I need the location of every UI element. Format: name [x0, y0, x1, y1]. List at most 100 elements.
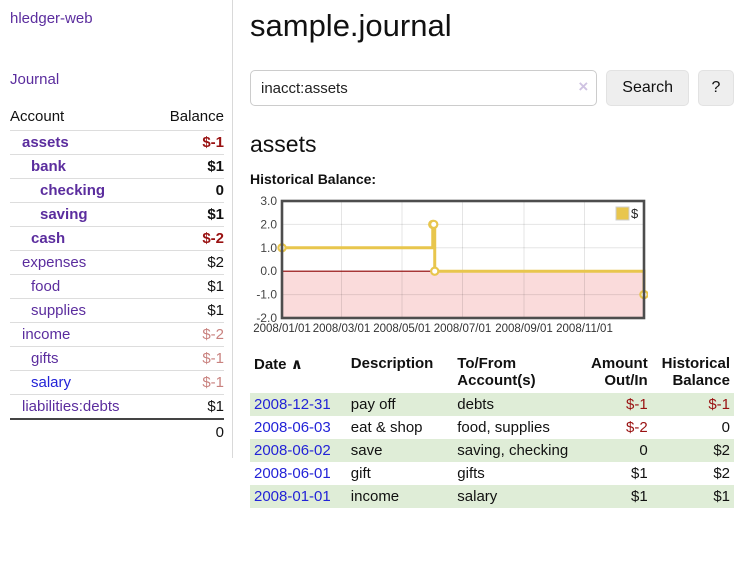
register-header-description: Description — [350, 355, 434, 372]
register-cell-date: 2008-01-01 — [250, 485, 347, 508]
search-form: × Search ? — [250, 70, 734, 106]
register-cell-date: 2008-06-03 — [250, 416, 347, 439]
register-row: 2008-06-02 save saving, checking 0 $2 — [250, 439, 734, 462]
register-table: Date ∧ Description To/From Account(s) Am… — [250, 353, 734, 508]
account-row: saving $1 — [10, 202, 224, 227]
accounts-total-value: 0 — [153, 418, 224, 444]
svg-text:2008/07/01: 2008/07/01 — [434, 323, 492, 335]
help-button[interactable]: ? — [698, 70, 734, 106]
register-cell-balance: 0 — [721, 419, 730, 436]
svg-text:$: $ — [631, 206, 639, 221]
sidebar: hledger-web Journal Account Balance asse… — [0, 0, 233, 458]
sidebar-item-journal[interactable]: Journal — [10, 71, 60, 88]
register-header-date[interactable]: Date ∧ — [250, 353, 347, 393]
svg-text:2008/01/01: 2008/01/01 — [253, 323, 311, 335]
register-cell-amount: $1 — [631, 488, 648, 505]
transaction-date-link[interactable]: 2008-06-03 — [254, 419, 331, 436]
account-link[interactable]: liabilities:debts — [22, 398, 120, 415]
account-link[interactable]: food — [31, 278, 61, 295]
account-balance: $1 — [153, 202, 224, 227]
account-row: checking 0 — [10, 178, 224, 203]
register-cell-description: gift — [350, 465, 371, 482]
account-row: gifts $-1 — [10, 346, 224, 371]
sort-ascending-icon: ∧ — [290, 356, 303, 373]
svg-text:2008/05/01: 2008/05/01 — [373, 323, 431, 335]
register-cell-balance: $2 — [713, 442, 730, 459]
register-header-accounts: To/From Account(s) — [457, 355, 536, 389]
page-title: sample.journal — [250, 8, 452, 43]
account-link[interactable]: bank — [31, 158, 67, 175]
account-balance: $-1 — [153, 346, 224, 371]
register-cell-amount: $1 — [631, 465, 648, 482]
register-cell-date: 2008-06-01 — [250, 462, 347, 485]
account-balance: $-2 — [153, 322, 224, 347]
svg-text:2.0: 2.0 — [260, 217, 277, 231]
accounts-total-row: 0 — [10, 418, 224, 444]
svg-text:1.0: 1.0 — [260, 241, 277, 255]
register-row: 2008-06-01 gift gifts $1 $2 — [250, 462, 734, 485]
date-header-label: Date — [254, 356, 287, 373]
register-row: 2008-06-03 eat & shop food, supplies $-2 0 — [250, 416, 734, 439]
account-link[interactable]: cash — [31, 230, 66, 247]
register-cell-balance: $2 — [713, 465, 730, 482]
app-brand-link[interactable]: hledger-web — [10, 10, 93, 27]
account-link[interactable]: checking — [40, 182, 106, 199]
accounts-header-account: Account — [10, 108, 65, 125]
transaction-date-link[interactable]: 2008-01-01 — [254, 488, 331, 505]
account-row: supplies $1 — [10, 298, 224, 323]
register-cell-amount: $-1 — [626, 396, 648, 413]
register-cell-balance: $-1 — [708, 396, 730, 413]
account-link[interactable]: salary — [31, 374, 72, 391]
search-box: × — [250, 70, 598, 106]
account-link[interactable]: expenses — [22, 254, 87, 271]
account-row: expenses $2 — [10, 250, 224, 275]
account-balance: $1 — [153, 298, 224, 323]
register-body: 2008-12-31 pay off debts $-1 $-1 2008-06-03 ea… — [250, 393, 734, 508]
account-row: liabilities:debts $1 — [10, 394, 224, 419]
accounts-body: assets $-1 bank $1 checking 0 saving $1 cash $-2 e… — [10, 130, 224, 419]
register-cell-description: save — [350, 442, 383, 459]
account-balance: $1 — [153, 274, 224, 299]
svg-text:-2.0: -2.0 — [256, 311, 277, 325]
historical-balance-chart: $3.0 2.0 1.0 0.0 -1.0 -2.0 2008/01/01 2008/03/0… — [250, 194, 734, 340]
transaction-date-link[interactable]: 2008-06-02 — [254, 442, 331, 459]
account-balance: $-2 — [153, 226, 224, 251]
register-header-balance: Historical Balance — [661, 355, 730, 389]
register-cell-accounts: salary — [457, 488, 498, 505]
account-row: assets $-1 — [10, 130, 224, 155]
account-link[interactable]: gifts — [31, 350, 59, 367]
app: hledger-web Journal Account Balance asse… — [0, 0, 742, 508]
main-content: sample.journal × Search ? assets Histori… — [233, 0, 742, 508]
account-balance: $1 — [153, 154, 224, 179]
register-cell-amount: $-2 — [626, 419, 648, 436]
accounts-header-balance: Balance — [169, 108, 224, 125]
accounts-table: Account Balance assets $-1 bank $1 checking 0… — [10, 105, 224, 444]
register-cell-date: 2008-12-31 — [250, 393, 347, 416]
clear-search-icon[interactable]: × — [578, 77, 589, 96]
accounts-header-row: Account Balance — [10, 105, 224, 131]
register-cell-description: income — [350, 488, 400, 505]
account-row: bank $1 — [10, 154, 224, 179]
svg-text:-1.0: -1.0 — [256, 288, 277, 302]
account-row: food $1 — [10, 274, 224, 299]
register-cell-amount: 0 — [639, 442, 648, 459]
search-input[interactable] — [250, 70, 598, 106]
register-cell-accounts: gifts — [457, 465, 485, 482]
account-row: cash $-2 — [10, 226, 224, 251]
transaction-date-link[interactable]: 2008-12-31 — [254, 396, 331, 413]
register-cell-accounts: debts — [457, 396, 494, 413]
transaction-date-link[interactable]: 2008-06-01 — [254, 465, 331, 482]
register-row: 2008-01-01 income salary $1 $1 — [250, 485, 734, 508]
register-cell-accounts: saving, checking — [457, 442, 569, 459]
svg-text:2008/03/01: 2008/03/01 — [313, 323, 371, 335]
account-link[interactable]: income — [22, 326, 71, 343]
account-link[interactable]: saving — [40, 206, 88, 223]
account-link[interactable]: supplies — [31, 302, 87, 319]
account-balance: $2 — [153, 250, 224, 275]
register-cell-accounts: food, supplies — [457, 419, 550, 436]
account-link[interactable]: assets — [22, 134, 69, 151]
svg-text:2008/09/01: 2008/09/01 — [495, 323, 553, 335]
search-button[interactable]: Search — [606, 70, 689, 106]
svg-text:2008/11/01: 2008/11/01 — [556, 323, 613, 335]
